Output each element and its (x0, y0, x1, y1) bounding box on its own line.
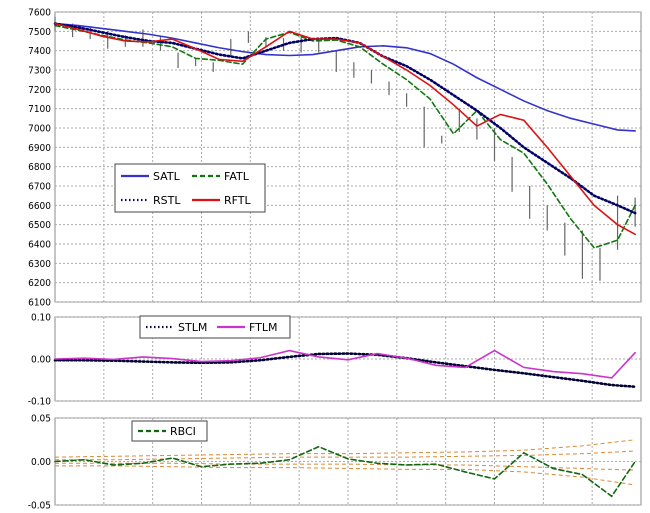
legend-label: SATL (153, 170, 181, 183)
legend-box (139, 315, 291, 339)
y-tick-label: 7300 (28, 66, 51, 77)
y-tick-label: 7600 (28, 8, 51, 19)
legend-box (131, 420, 208, 442)
ftlm-panel: -0.10 0.00 0.10 STLM FTLM (28, 313, 642, 408)
y-tick-label: 0.10 (31, 313, 51, 324)
legend-label: RBCI (170, 425, 196, 438)
y-tick-label: 7200 (28, 85, 51, 96)
rbci-band-line (55, 465, 636, 486)
y-tick-label: -0.05 (28, 501, 51, 512)
y-tick-label: 0.00 (31, 457, 51, 468)
y-tick-label: 6600 (28, 201, 51, 212)
series-line-rftl (54, 22, 636, 236)
y-tick-label: 7400 (28, 46, 51, 57)
legend-label: RFTL (224, 194, 251, 207)
series-line-satl (54, 22, 636, 132)
series-line-ftlm (54, 349, 636, 379)
legend-label: STLM (178, 321, 207, 334)
y-tick-label: 7100 (28, 104, 51, 115)
price-panel: 6100 6200 6300 6400 6500 6600 6700 6800 6900 7000… (28, 8, 642, 309)
y-tick-label: 0.05 (31, 414, 51, 425)
legend-label: RSTL (153, 194, 181, 207)
legend-label: FATL (224, 170, 250, 183)
rbci-panel: -0.05 0.00 0.05 RBCI (28, 414, 642, 512)
y-tick-label: 6900 (28, 143, 51, 154)
y-tick-label: -0.10 (28, 397, 52, 408)
series-line-rbci (54, 445, 636, 498)
y-tick-label: 6200 (28, 278, 51, 289)
y-tick-label: 6400 (28, 240, 51, 251)
y-tick-label: 7000 (28, 124, 51, 135)
y-tick-label: 6100 (28, 298, 51, 309)
series-line-fatl (54, 24, 636, 249)
y-tick-label: 7500 (28, 27, 51, 38)
series-line-stlm (53, 352, 637, 389)
y-tick-label: 6500 (28, 220, 51, 231)
legend-box (114, 163, 266, 213)
y-tick-label: 0.00 (31, 355, 51, 366)
y-tick-label: 6300 (28, 259, 51, 270)
y-tick-label: 6800 (28, 162, 51, 173)
y-tick-label: 6700 (28, 182, 51, 193)
legend-label: FTLM (249, 321, 277, 334)
